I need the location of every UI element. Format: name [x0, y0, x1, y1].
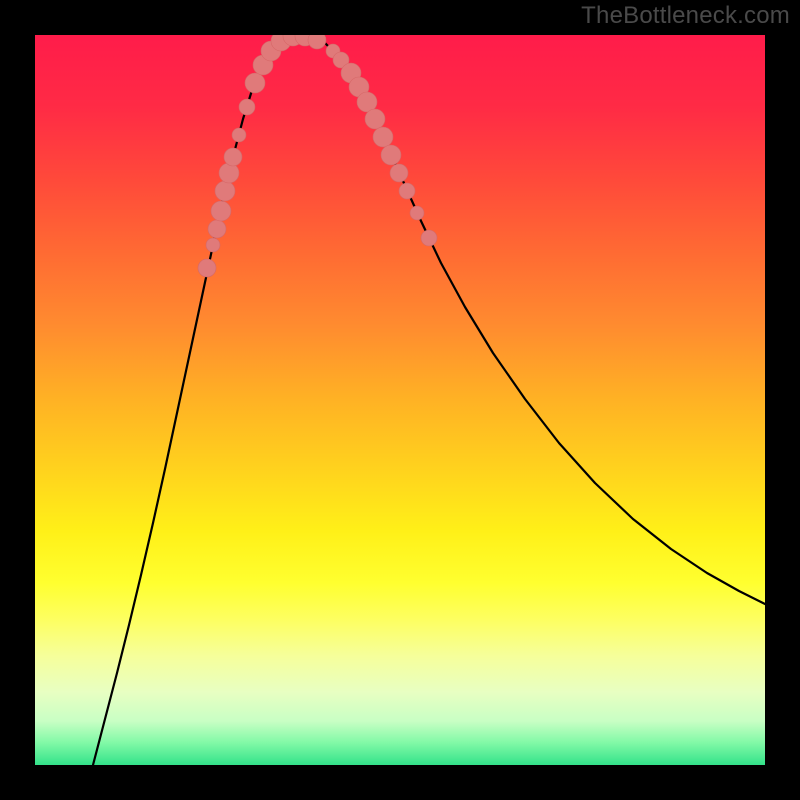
curve-marker — [232, 128, 246, 142]
gradient-background — [35, 35, 765, 765]
plot-area — [35, 35, 765, 765]
curve-marker — [245, 73, 265, 93]
curve-marker — [410, 206, 424, 220]
curve-marker — [208, 220, 226, 238]
curve-marker — [224, 148, 242, 166]
frame-left — [0, 0, 35, 800]
frame-right — [765, 0, 800, 800]
watermark-text: TheBottleneck.com — [581, 2, 790, 30]
curve-marker — [206, 238, 220, 252]
curve-marker — [215, 181, 235, 201]
plot-svg — [35, 35, 765, 765]
frame-bottom — [0, 765, 800, 800]
curve-marker — [399, 183, 415, 199]
curve-marker — [211, 201, 231, 221]
curve-marker — [390, 164, 408, 182]
curve-marker — [421, 230, 437, 246]
curve-marker — [198, 259, 216, 277]
curve-marker — [365, 109, 385, 129]
curve-marker — [381, 145, 401, 165]
curve-marker — [219, 163, 239, 183]
curve-marker — [373, 127, 393, 147]
curve-marker — [239, 99, 255, 115]
